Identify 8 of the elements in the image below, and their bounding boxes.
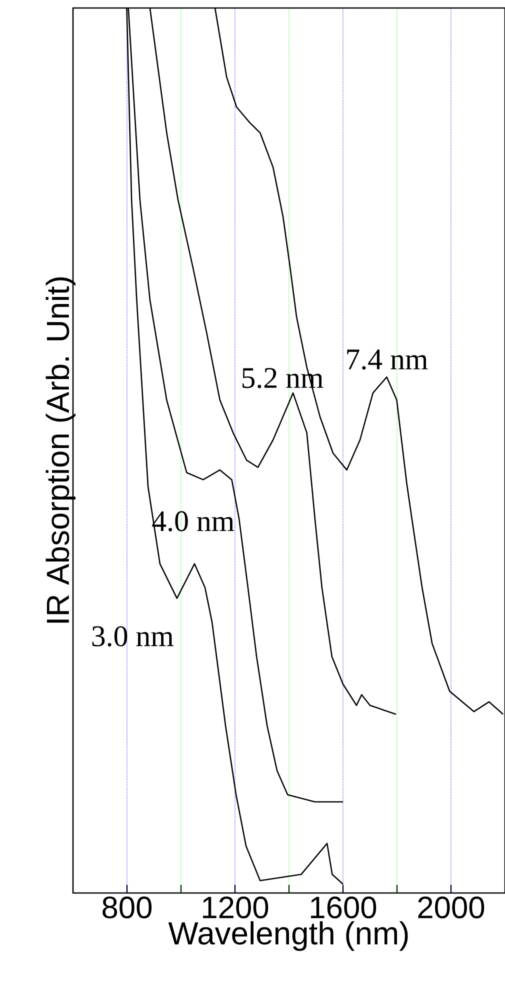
x-tick-label: 800	[102, 896, 152, 918]
series-label: 7.4 nm	[347, 350, 428, 370]
x-tick-label: 1600	[311, 896, 376, 918]
series-label: 3.0 nm	[92, 626, 174, 646]
x-tick-label: 1200	[203, 896, 268, 918]
y-axis-title: IR Absorption (Arb. Unit)	[46, 277, 76, 623]
x-axis-title: Wavelength (nm)	[168, 921, 408, 951]
x-tick-label: 2000	[418, 896, 484, 918]
